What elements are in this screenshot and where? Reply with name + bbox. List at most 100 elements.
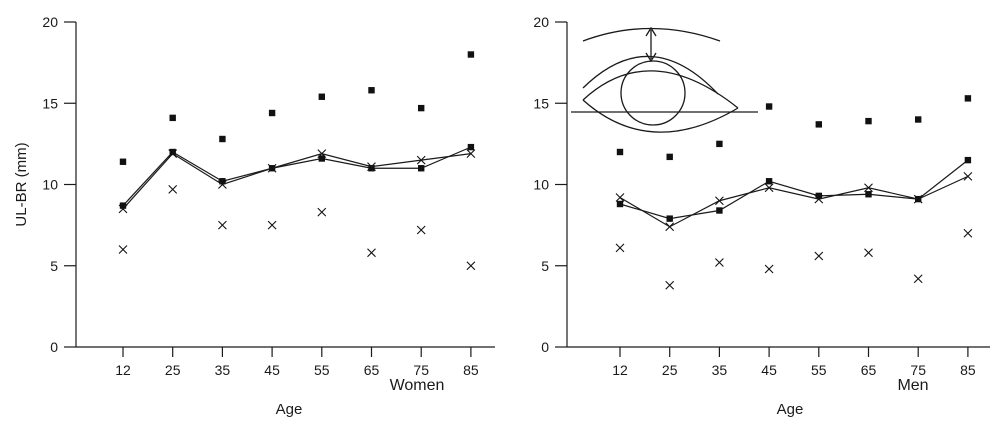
cross-point [416, 225, 426, 235]
cross-point [864, 248, 873, 258]
series-line [619, 175, 969, 228]
x-tick-label: 45 [264, 362, 280, 378]
square-point [169, 114, 176, 122]
square-point [865, 117, 872, 125]
cross-point [814, 194, 824, 204]
square-point [716, 207, 723, 214]
square-point [318, 93, 325, 100]
y-tick-label: 20 [42, 14, 58, 30]
y-tick-label: 10 [42, 177, 58, 193]
square-point [616, 148, 624, 156]
measure-arrow-down [645, 52, 657, 63]
y-axis-label: UL-BR (mm) [13, 142, 30, 226]
series-1 [616, 95, 972, 161]
cross-point [367, 248, 376, 258]
x-axis-label: Age [276, 401, 303, 417]
square-point [666, 215, 673, 222]
square-point [368, 165, 375, 172]
men-panel: 0 5 10 15 20 12 25 35 45 55 65 75 85 Men Age [533, 14, 990, 418]
x-tick-label: 55 [811, 362, 827, 378]
x-tick-label: 65 [364, 362, 380, 378]
x-tick-label: 55 [314, 362, 330, 378]
cross-point [963, 228, 973, 238]
x-tick-label: 12 [115, 362, 131, 378]
cross-point [963, 171, 973, 181]
series-4 [118, 184, 476, 271]
cross-point [267, 220, 277, 230]
square-point [765, 103, 773, 110]
y-tick-label: 0 [541, 339, 549, 355]
square-point [964, 95, 972, 102]
y-tick-label: 15 [42, 95, 58, 111]
series-line [619, 159, 969, 220]
square-point [964, 156, 972, 164]
cross-point [665, 280, 675, 290]
x-tick-label: 45 [761, 362, 777, 378]
y-tick-label: 5 [50, 258, 58, 274]
square-point [467, 51, 475, 58]
cross-point [118, 204, 128, 214]
y-tick-label: 15 [533, 95, 549, 111]
upper-lid-line [582, 70, 739, 109]
cross-point [913, 194, 923, 204]
cross-point [764, 183, 774, 193]
cross-point [615, 243, 625, 253]
x-tick-label: 25 [662, 362, 678, 378]
cross-point [715, 196, 724, 206]
x-tick-label: 85 [463, 362, 479, 378]
x-tick-label: 12 [612, 362, 628, 378]
series-4 [615, 228, 973, 290]
x-tick-label: 75 [910, 362, 926, 378]
square-point [865, 191, 872, 198]
upper-fold-arc [582, 55, 719, 95]
square-point [219, 135, 226, 143]
cross-point [168, 149, 178, 159]
square-point [368, 87, 375, 94]
cross-point [864, 183, 873, 193]
square-point [666, 153, 673, 161]
x-tick-label: 65 [861, 362, 877, 378]
x-tick-label: 75 [413, 362, 429, 378]
cross-point [715, 258, 724, 267]
square-point [716, 140, 723, 148]
x-tick-label: 85 [960, 362, 976, 378]
x-axis-label: Age [777, 401, 804, 417]
panel-label: Women [390, 377, 445, 394]
square-point [119, 202, 127, 209]
series-1 [119, 51, 475, 165]
series-line [122, 146, 472, 207]
eye-diagram-icon [571, 26, 758, 133]
x-tick-label: 25 [165, 362, 181, 378]
cross-point [317, 149, 327, 159]
cross-point [665, 222, 675, 232]
series-3 [118, 149, 476, 214]
cross-point [168, 184, 178, 194]
cross-point [218, 220, 227, 230]
y-tick-label: 20 [533, 14, 549, 30]
cross-point [814, 251, 824, 261]
iris-circle [620, 60, 686, 126]
cross-point [367, 162, 376, 172]
cross-point [615, 193, 625, 202]
x-tick-label: 35 [215, 362, 231, 378]
series-line [122, 152, 471, 210]
square-point [318, 155, 325, 162]
panel-label: Men [897, 377, 928, 394]
cross-point [466, 261, 476, 271]
square-point [119, 158, 127, 165]
square-point [418, 165, 425, 172]
square-point [268, 109, 276, 117]
series-3 [615, 171, 973, 232]
cross-point [764, 264, 774, 274]
y-tick-label: 5 [541, 258, 549, 274]
square-point [418, 104, 425, 112]
square-point [815, 192, 822, 200]
square-point [616, 200, 624, 208]
measure-arrow-up [645, 26, 657, 37]
cross-point [913, 274, 923, 284]
cross-point [118, 245, 128, 254]
women-panel: 0 5 10 15 20 12 25 35 45 55 65 75 85 Women Age UL-BR (m… [13, 14, 495, 418]
